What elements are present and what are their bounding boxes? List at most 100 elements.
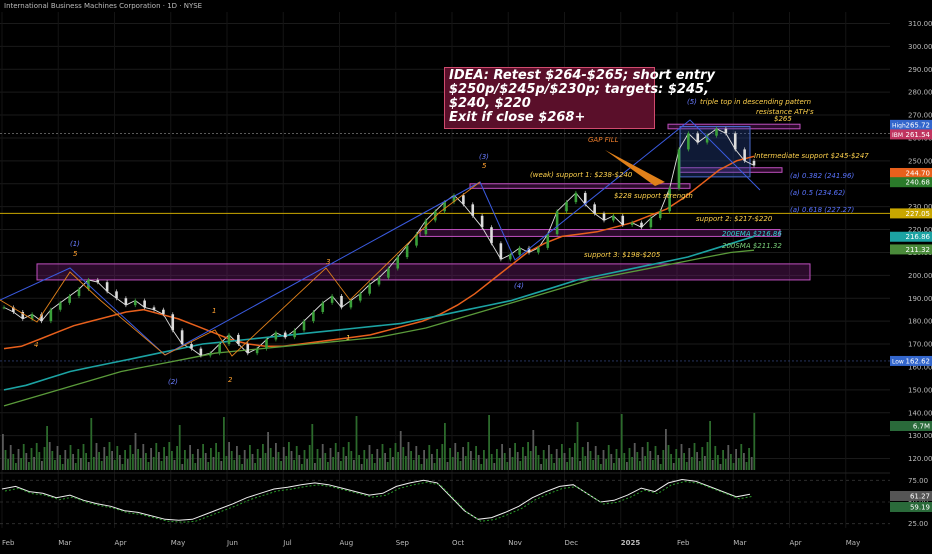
volume-bar — [379, 458, 381, 470]
candle-body — [565, 202, 568, 212]
y-tick-label: 190.00 — [908, 295, 932, 303]
candle-body — [40, 314, 43, 322]
volume-bar — [451, 457, 454, 470]
candle-body — [433, 211, 437, 221]
volume-bar — [490, 454, 493, 470]
volume-bar — [4, 450, 7, 470]
price-tag-bg — [890, 129, 932, 140]
rsi-tag: 59.19 — [890, 502, 932, 512]
volume-bar — [61, 464, 64, 470]
volume-bar — [90, 418, 93, 470]
volume-bar — [373, 463, 376, 470]
volume-bar — [381, 444, 384, 470]
series-line — [3, 155, 755, 350]
candle-body — [452, 195, 456, 203]
volume-bar — [535, 446, 537, 470]
candle-body — [405, 245, 409, 258]
volume-bar — [246, 459, 249, 470]
price-tag-value: 240.68 — [906, 179, 931, 187]
volume-bar — [511, 457, 514, 470]
volume-bar — [607, 445, 610, 470]
price-tag-value: 6.7M — [913, 423, 930, 431]
volume-bar — [545, 459, 548, 470]
volume-bar — [67, 459, 69, 470]
volume-bar — [332, 457, 334, 470]
volume-bar — [610, 454, 613, 470]
volume-bar — [691, 457, 693, 470]
volume-bar — [654, 446, 657, 470]
volume-bar — [659, 464, 662, 470]
volume-bar — [548, 445, 550, 470]
volume-bar — [134, 433, 137, 470]
volume-bar — [542, 450, 545, 470]
rsi-line — [1, 478, 751, 521]
candle-body — [499, 243, 503, 260]
volume-bar — [709, 421, 711, 470]
volume-bar — [103, 447, 106, 470]
candle-body — [133, 300, 137, 306]
candle-body — [490, 227, 493, 244]
x-tick-label: Jul — [282, 539, 292, 547]
volume-bar — [230, 451, 233, 470]
volume-bar — [498, 458, 501, 470]
volume-bar — [355, 416, 358, 470]
volume-bars — [2, 413, 756, 470]
candle-body — [593, 204, 596, 214]
candle-body — [12, 307, 15, 312]
volume-bar — [155, 443, 158, 470]
volume-bar — [602, 450, 605, 470]
x-tick-label: Jun — [226, 539, 238, 547]
volume-bar — [212, 457, 215, 470]
volume-bar — [644, 456, 646, 470]
volume-bar — [678, 458, 680, 470]
price-tag-bg — [890, 421, 932, 431]
volume-bar — [38, 452, 41, 470]
volume-bar — [33, 457, 35, 470]
candle-body — [237, 334, 240, 345]
volume-bar — [394, 443, 397, 470]
x-tick-label: 2025 — [621, 539, 641, 547]
y-tick-label: 160.00 — [908, 363, 932, 371]
volume-bar — [472, 460, 475, 470]
volume-bar — [207, 462, 210, 470]
volume-bar — [675, 449, 678, 470]
volume-bar — [108, 442, 111, 470]
candle-body — [649, 218, 653, 228]
volume-bar — [69, 445, 72, 470]
volume-bar — [87, 462, 90, 470]
volume-bar — [210, 448, 212, 470]
support-zones — [36, 123, 811, 281]
volume-bar — [693, 443, 696, 470]
candle-body — [152, 307, 156, 310]
volume-bar — [384, 453, 386, 470]
price-tag: 240.68 — [890, 177, 932, 188]
volume-bar — [368, 445, 371, 470]
volume-bar — [223, 417, 225, 470]
candle-body — [162, 309, 165, 315]
volume-bar — [285, 456, 288, 470]
price-tag: 211.32 — [890, 244, 932, 255]
volume-bar — [683, 453, 685, 470]
ema-200-label: 200EMA $216.86 — [722, 230, 782, 238]
volume-bar — [241, 464, 243, 470]
volume-bar — [360, 464, 363, 470]
volume-bar — [347, 442, 350, 470]
volume-bar — [701, 447, 704, 470]
volume-bar — [412, 460, 415, 470]
volume-bar — [264, 453, 267, 470]
volume-bar — [168, 442, 171, 470]
y-tick-label: 300.00 — [908, 43, 932, 51]
volume-bar — [129, 445, 132, 470]
price-tag-value: 162.62 — [906, 357, 931, 365]
volume-bar — [145, 453, 147, 470]
candle-body — [21, 311, 25, 319]
volume-bar — [615, 449, 618, 470]
volume-bar — [737, 458, 740, 470]
price-tag-bg — [890, 231, 932, 242]
volume-bar — [431, 454, 433, 470]
volume-bar — [366, 459, 368, 470]
x-tick-label: Dec — [565, 539, 579, 547]
volume-bar — [30, 448, 33, 470]
